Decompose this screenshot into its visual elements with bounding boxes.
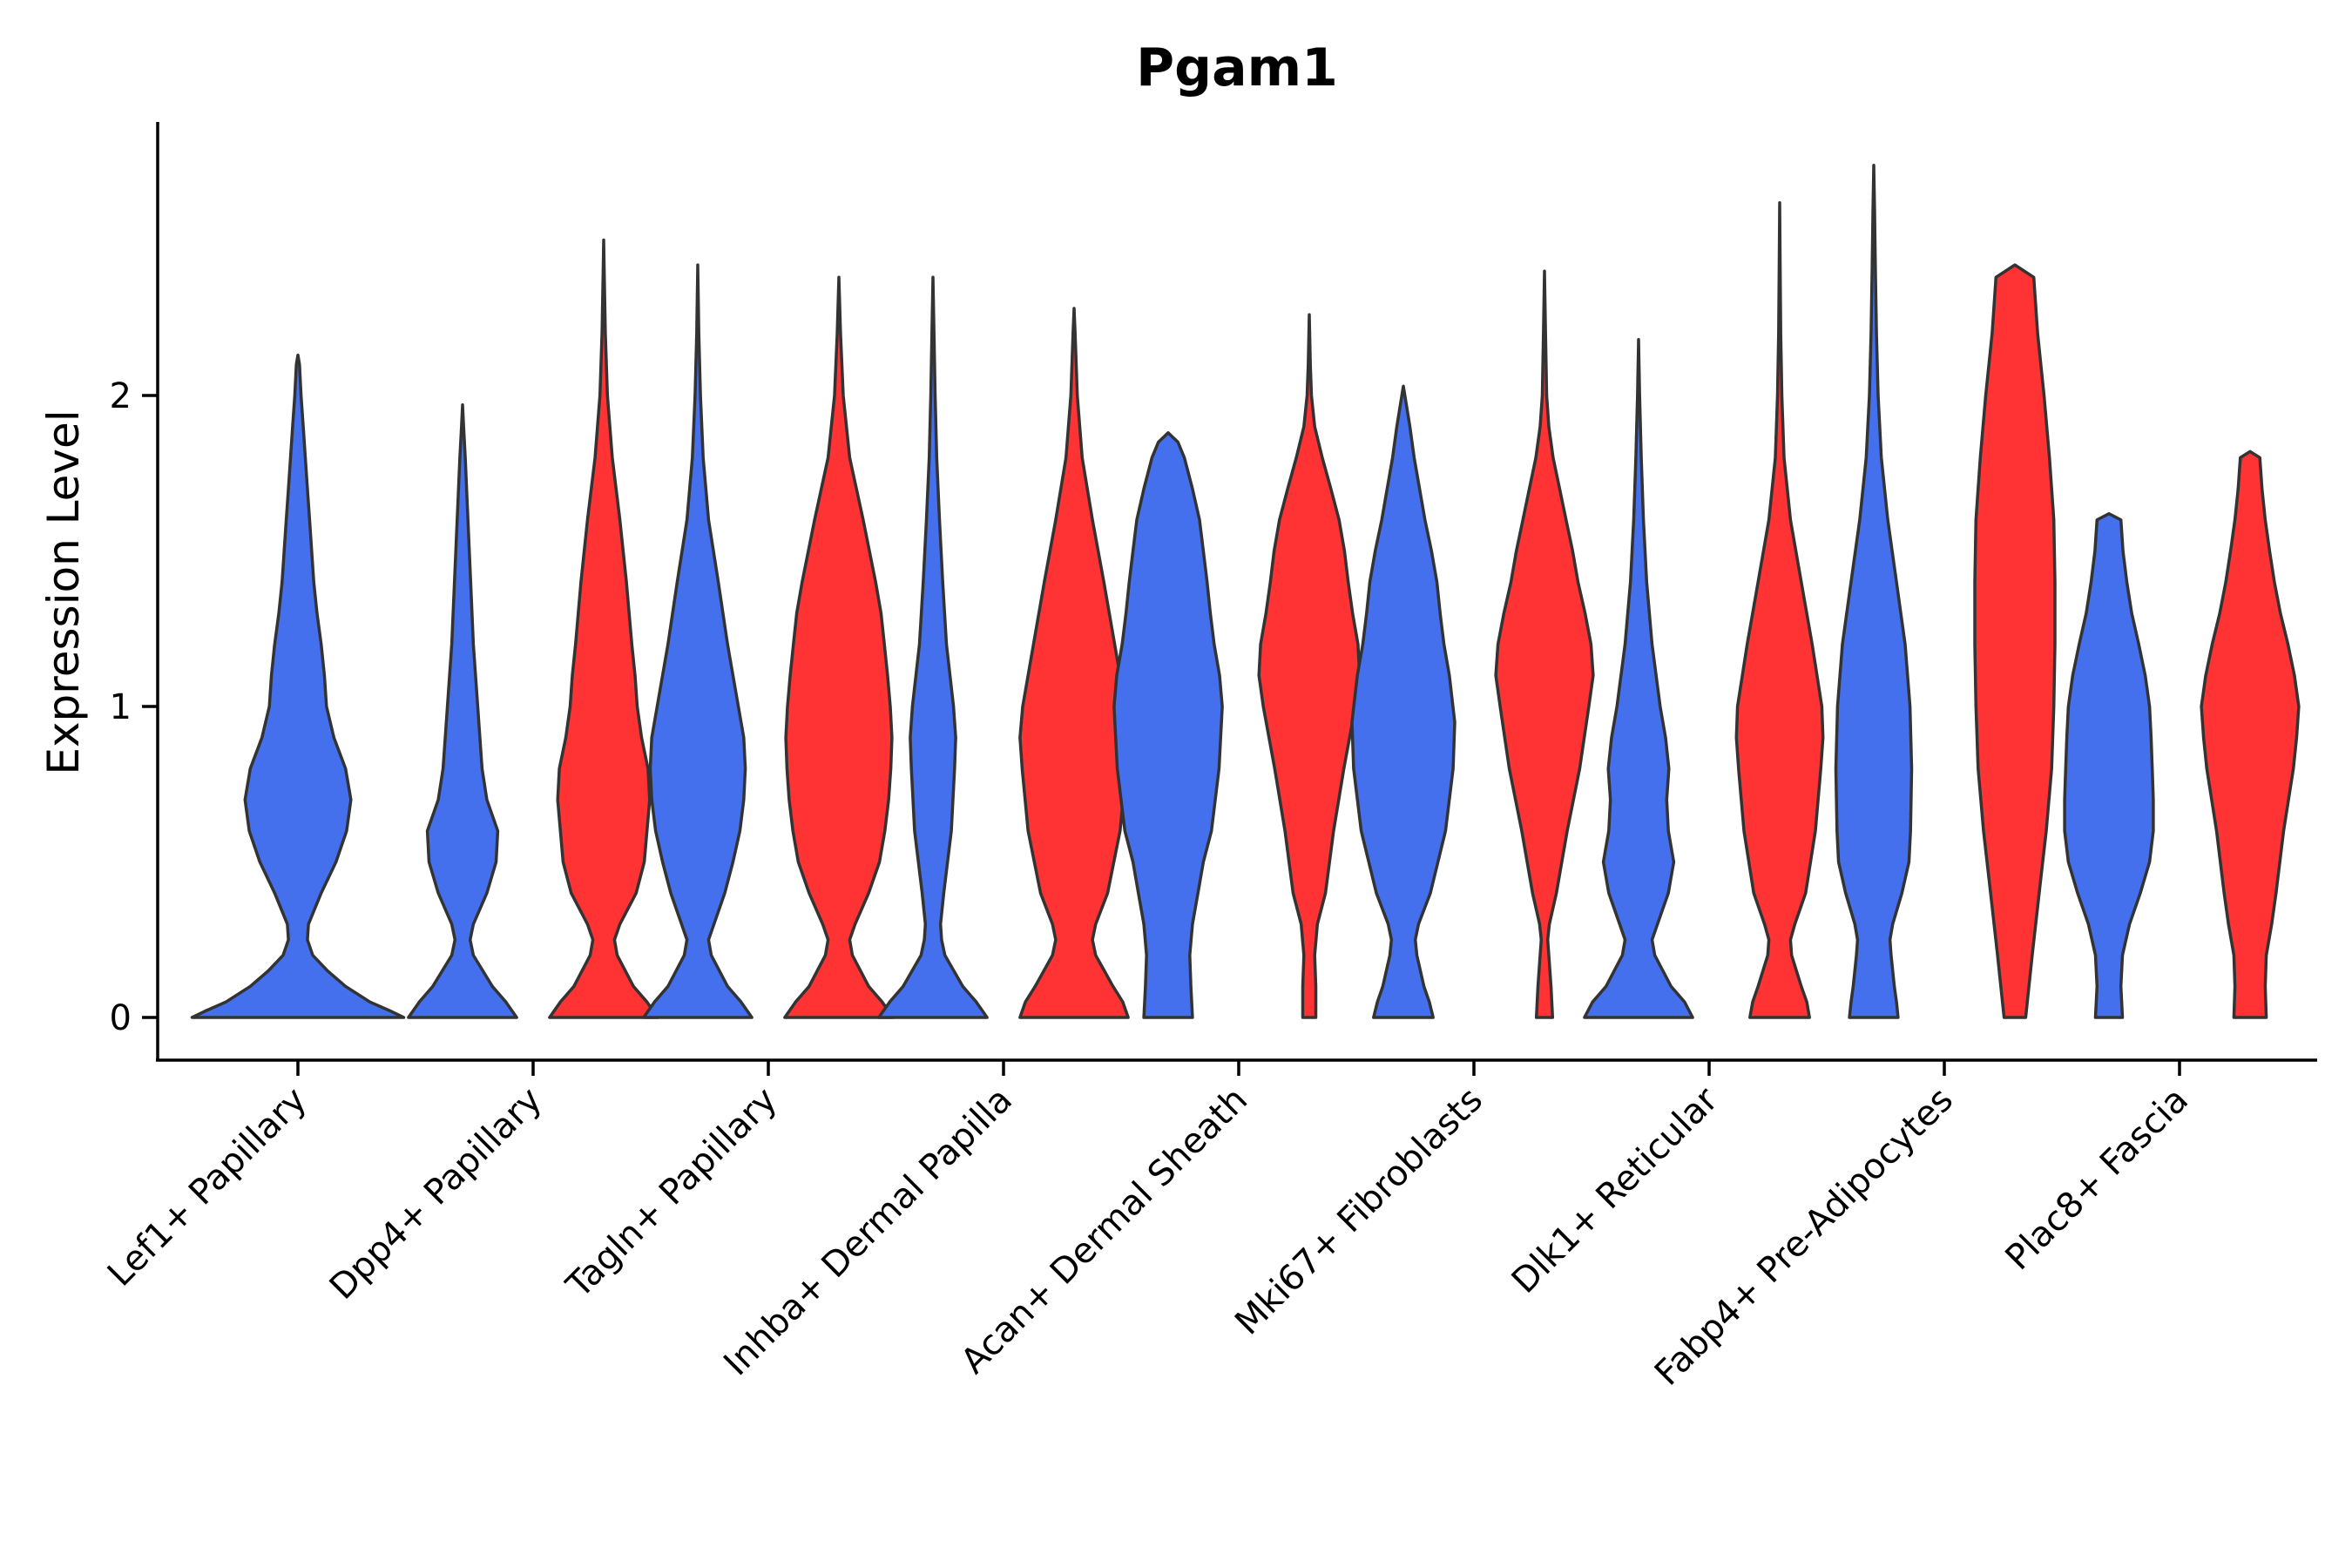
violin-plac8-fascia-group1 [2063, 511, 2155, 1019]
violin-lef1-papillary-group1 [190, 353, 406, 1019]
y-axis-title: Expression Level [38, 409, 89, 774]
violin-fabp4-pre-adipocytes-group1 [1834, 164, 1914, 1019]
axes [156, 122, 2317, 1062]
violin-fabp4-pre-adipocytes-group2 [1973, 263, 2057, 1019]
violin-dpp4-papillary-group2 [548, 238, 659, 1019]
violin-mki67-fibroblasts-group2 [1494, 269, 1595, 1019]
y-tick-label: 2 [110, 376, 132, 416]
violin-tagln-papillary-group1 [642, 263, 754, 1019]
violin-dlk1-reticular-group2 [1734, 200, 1825, 1019]
x-tick-label: Dlk1+ Reticular [1504, 1079, 1727, 1301]
x-tick-label: Tagln+ Papillary [558, 1080, 785, 1307]
violin-tagln-papillary-group2 [783, 275, 895, 1019]
violin-dpp4-papillary-group1 [407, 402, 518, 1019]
violin-layer [190, 164, 2301, 1019]
violin-plac8-fascia-group2 [2200, 449, 2301, 1019]
x-ticks: Lef1+ Papillary Dpp4+ Papillary Tagln+ Pap… [100, 1060, 2196, 1394]
violin-acan-dermal-sheath-group1 [1112, 431, 1224, 1019]
x-tick-label: Mki67+ Fibroblasts [1227, 1080, 1490, 1343]
x-tick-label: Plac8+ Fascia [1998, 1080, 2197, 1279]
violin-inhba-dermal-papilla-group1 [877, 275, 989, 1019]
violin-dlk1-reticular-group1 [1583, 337, 1694, 1019]
x-tick-label: Lef1+ Papillary [100, 1080, 314, 1294]
y-tick-label: 0 [110, 998, 132, 1038]
violin-acan-dermal-sheath-group2 [1257, 313, 1362, 1019]
y-ticks: 0 1 2 [110, 376, 158, 1038]
chart-title: Pgam1 [1136, 37, 1338, 98]
y-tick-label: 1 [110, 687, 132, 727]
violin-mki67-fibroblasts-group1 [1350, 384, 1456, 1019]
x-tick-label: Dpp4+ Papillary [322, 1080, 550, 1308]
violin-inhba-dermal-papilla-group2 [1018, 307, 1130, 1019]
